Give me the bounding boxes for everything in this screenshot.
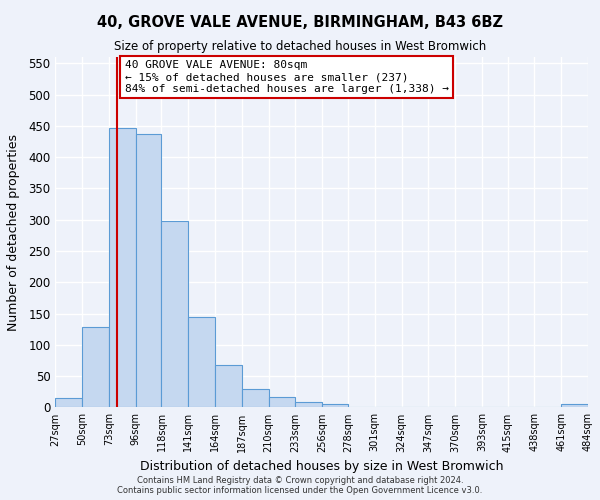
Bar — [242, 390, 269, 407]
Bar — [561, 404, 588, 407]
Bar — [348, 407, 375, 408]
Bar — [82, 328, 109, 407]
Bar — [269, 397, 295, 407]
Bar — [295, 402, 322, 407]
Bar — [109, 128, 136, 407]
Text: Size of property relative to detached houses in West Bromwich: Size of property relative to detached ho… — [114, 40, 486, 53]
X-axis label: Distribution of detached houses by size in West Bromwich: Distribution of detached houses by size … — [140, 460, 503, 473]
Bar — [136, 134, 161, 407]
Bar — [55, 398, 82, 407]
Text: Contains HM Land Registry data © Crown copyright and database right 2024.
Contai: Contains HM Land Registry data © Crown c… — [118, 476, 482, 495]
Bar — [322, 404, 348, 407]
Bar — [188, 316, 215, 408]
Text: 40 GROVE VALE AVENUE: 80sqm
← 15% of detached houses are smaller (237)
84% of se: 40 GROVE VALE AVENUE: 80sqm ← 15% of det… — [125, 60, 449, 94]
Bar — [161, 221, 188, 408]
Text: 40, GROVE VALE AVENUE, BIRMINGHAM, B43 6BZ: 40, GROVE VALE AVENUE, BIRMINGHAM, B43 6… — [97, 15, 503, 30]
Y-axis label: Number of detached properties: Number of detached properties — [7, 134, 20, 330]
Bar — [215, 365, 242, 408]
